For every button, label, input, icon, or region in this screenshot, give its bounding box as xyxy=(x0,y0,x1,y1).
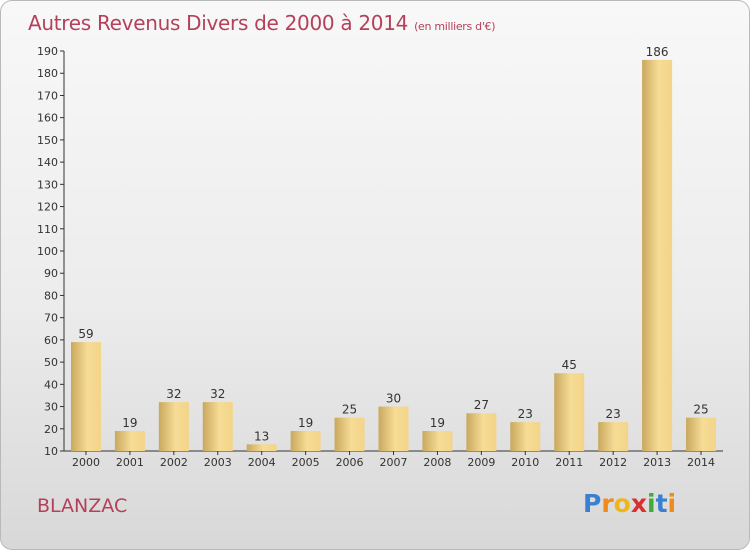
x-tick-label-2013: 2013 xyxy=(643,456,671,469)
bar-2001 xyxy=(114,431,145,451)
value-label-2012: 23 xyxy=(606,407,621,421)
y-tick-label: 70 xyxy=(44,312,58,325)
value-label-2001: 19 xyxy=(122,416,137,430)
y-tick-label: 180 xyxy=(37,67,58,80)
y-tick-label: 140 xyxy=(37,156,58,169)
bar-2013 xyxy=(642,59,673,452)
x-tick-label-2004: 2004 xyxy=(248,456,276,469)
x-tick-label-2000: 2000 xyxy=(72,456,100,469)
x-tick-label-2007: 2007 xyxy=(380,456,408,469)
x-tick-label-2008: 2008 xyxy=(423,456,451,469)
value-label-2009: 27 xyxy=(474,398,489,412)
chart-subtitle: (en milliers d'€) xyxy=(414,20,496,33)
y-tick-label: 40 xyxy=(44,378,58,391)
bar-2014 xyxy=(686,417,717,451)
chart-title: Autres Revenus Divers de 2000 à 2014 (en … xyxy=(28,11,496,35)
bar-2010 xyxy=(510,422,541,451)
x-tick-label-2011: 2011 xyxy=(555,456,583,469)
y-tick-label: 100 xyxy=(37,245,58,258)
value-labels: 59 19 32 32 13 19 25 30 19 27 23 45 23 186 25 xyxy=(78,45,708,443)
town-name: BLANZAC xyxy=(37,495,128,517)
value-label-2003: 32 xyxy=(210,387,225,401)
axes: 10 20 30 40 50 60 70 80 90 100 110 120 130 140 150 160 1… xyxy=(37,45,723,469)
x-tick-label-2006: 2006 xyxy=(336,456,364,469)
y-tick-label: 90 xyxy=(44,267,58,280)
y-tick-label: 110 xyxy=(37,223,58,236)
x-tick-label-2014: 2014 xyxy=(687,456,715,469)
value-label-2010: 23 xyxy=(518,407,533,421)
y-tick-label: 10 xyxy=(44,445,58,458)
x-tick-label-2003: 2003 xyxy=(204,456,232,469)
chart-title-text: Autres Revenus Divers de 2000 à 2014 xyxy=(28,11,409,35)
bars xyxy=(70,59,717,452)
bar-2002 xyxy=(158,402,189,451)
y-tick-label: 60 xyxy=(44,334,58,347)
bar-2004 xyxy=(246,444,277,451)
bar-2000 xyxy=(70,342,101,451)
value-label-2007: 30 xyxy=(386,392,401,406)
x-tick-label-2012: 2012 xyxy=(599,456,627,469)
bar-2008 xyxy=(422,431,453,451)
y-tick-label: 50 xyxy=(44,356,58,369)
bar-2003 xyxy=(202,402,233,451)
proxiti-logo: Proxiti xyxy=(583,489,677,518)
y-tick-label: 150 xyxy=(37,134,58,147)
bar-2011 xyxy=(554,373,585,451)
value-label-2011: 45 xyxy=(562,358,577,372)
x-tick-label-2009: 2009 xyxy=(467,456,495,469)
y-tick-label: 80 xyxy=(44,289,58,302)
value-label-2006: 25 xyxy=(342,403,357,417)
value-label-2008: 19 xyxy=(430,416,445,430)
x-tick-label-2001: 2001 xyxy=(116,456,144,469)
x-tick-label-2002: 2002 xyxy=(160,456,188,469)
value-label-2002: 32 xyxy=(166,387,181,401)
y-tick-label: 160 xyxy=(37,112,58,125)
bar-2006 xyxy=(334,417,365,451)
bar-2012 xyxy=(598,422,629,451)
bar-2005 xyxy=(290,431,321,451)
x-tick-label-2005: 2005 xyxy=(292,456,320,469)
value-label-2004: 13 xyxy=(254,429,269,443)
value-label-2005: 19 xyxy=(298,416,313,430)
y-tick-label: 190 xyxy=(37,45,58,58)
value-label-2013: 186 xyxy=(646,45,669,59)
value-label-2014: 25 xyxy=(693,403,708,417)
y-tick-label: 170 xyxy=(37,89,58,102)
value-label-2000: 59 xyxy=(78,327,93,341)
x-tick-label-2010: 2010 xyxy=(511,456,539,469)
bar-2009 xyxy=(466,413,497,451)
y-tick-label: 30 xyxy=(44,401,58,414)
y-tick-label: 130 xyxy=(37,178,58,191)
y-tick-label: 120 xyxy=(37,201,58,214)
y-tick-label: 20 xyxy=(44,423,58,436)
bar-2007 xyxy=(378,406,409,451)
